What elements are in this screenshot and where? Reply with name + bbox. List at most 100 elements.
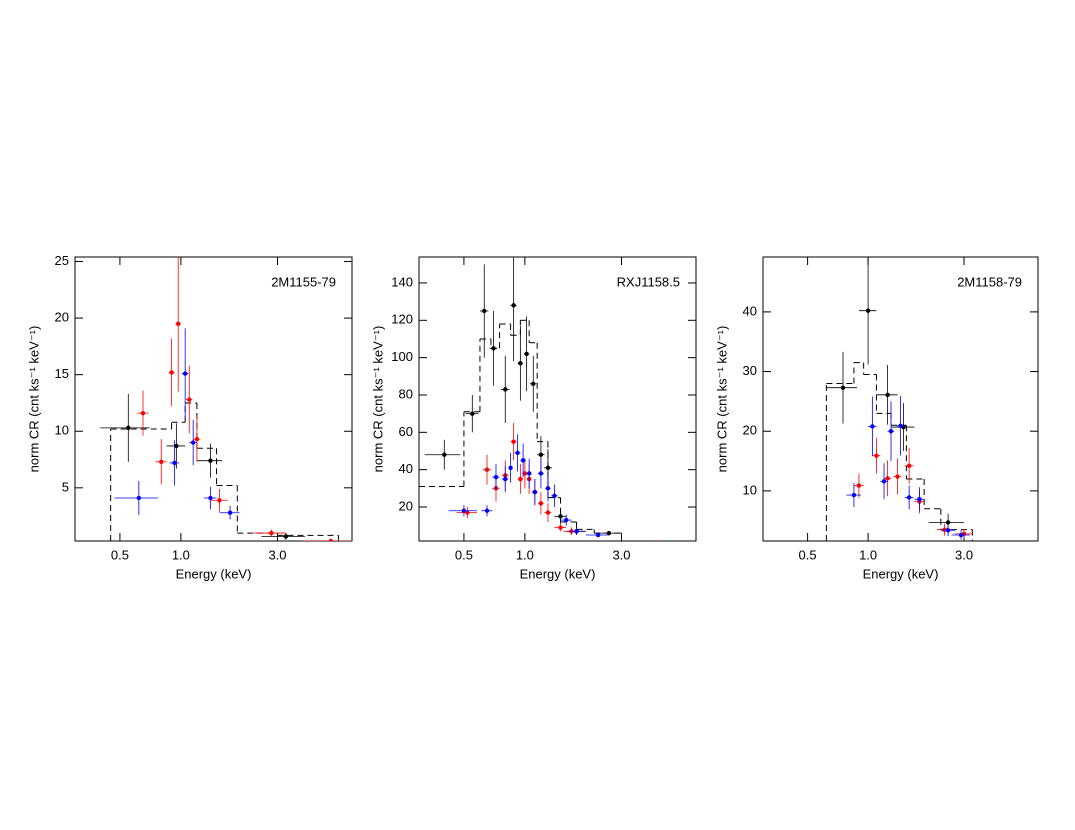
data-point [194, 436, 200, 442]
panel: 5 10 15 20 25 0.5 1.0 3.0 Energy (keV) norm CR (c… [26, 253, 353, 581]
data-point [655, 540, 659, 541]
data-point [942, 527, 947, 532]
data-point [945, 528, 951, 533]
plot-area [100, 257, 352, 541]
y-tick-label: 80 [399, 386, 413, 401]
data-point [503, 476, 508, 482]
y-tick-label: 40 [743, 303, 757, 318]
data-point [895, 474, 900, 479]
data-point [484, 467, 490, 472]
data-point [140, 410, 146, 416]
data-point [217, 498, 222, 503]
data-point [538, 452, 544, 457]
data-point [856, 483, 862, 488]
y-tick-label: 25 [55, 253, 69, 268]
y-tick-label: 120 [391, 312, 413, 327]
data-point [442, 452, 447, 457]
data-point [470, 411, 475, 416]
data-point [906, 463, 912, 469]
data-point [493, 474, 499, 480]
data-point [851, 492, 857, 498]
panel: 20 40 60 80 100 120 140 0.5 1.0 3.0 Energy (keV) no… [370, 256, 697, 581]
y-tick-label: 30 [743, 363, 757, 378]
plot-frame [418, 256, 697, 542]
data-point [532, 489, 538, 495]
data-point [465, 510, 470, 515]
x-axis-label: Energy (keV) [520, 566, 596, 581]
data-point [906, 495, 912, 500]
y-tick-label: 20 [55, 310, 69, 325]
data-point [328, 538, 333, 541]
data-point [187, 397, 192, 402]
data-point [227, 510, 233, 515]
x-tick-label: 3.0 [955, 547, 973, 562]
data-point [461, 508, 467, 513]
x-tick-label: 3.0 [612, 547, 630, 562]
y-tick-label: 100 [391, 349, 413, 364]
data-point [595, 532, 601, 538]
data-point [174, 443, 179, 449]
data-point [511, 439, 516, 444]
x-tick-label: 1.0 [516, 547, 534, 562]
data-point [208, 495, 213, 501]
data-point [840, 385, 846, 390]
x-tick-label: 0.5 [799, 547, 817, 562]
data-point [885, 392, 890, 398]
data-point [574, 529, 579, 534]
data-point [917, 497, 922, 502]
y-tick-label: 60 [399, 424, 413, 439]
data-point [865, 308, 871, 313]
data-point [870, 424, 875, 429]
data-point [545, 510, 551, 515]
data-point [552, 493, 557, 499]
panel-title: RXJ1158.5 [617, 274, 680, 289]
plot-area [825, 257, 973, 541]
y-tick-label: 40 [399, 461, 413, 476]
data-point [945, 520, 951, 525]
x-tick-label: 1.0 [172, 547, 190, 562]
y-axis-label: norm CR (cnt ks⁻¹ keV⁻¹) [714, 326, 729, 473]
x-axis-label: Energy (keV) [176, 566, 252, 581]
data-point [491, 346, 496, 351]
data-point [526, 471, 532, 476]
panel: 10 20 30 40 0.5 1.0 3.0 Energy (keV) norm CR (cn… [714, 256, 1039, 581]
data-point [182, 371, 188, 376]
data-point [482, 308, 487, 314]
y-tick-label: 20 [743, 423, 757, 438]
data-point [558, 525, 563, 530]
x-tick-label: 0.5 [455, 547, 473, 562]
plot-frame [762, 256, 1039, 542]
y-tick-label: 10 [743, 482, 757, 497]
data-point [190, 440, 196, 445]
data-point [518, 361, 523, 366]
data-point [169, 370, 174, 375]
data-point [159, 459, 164, 464]
data-point [545, 486, 551, 491]
y-axis-label: norm CR (cnt ks⁻¹ keV⁻¹) [370, 326, 385, 473]
data-point [538, 501, 544, 506]
plot-frame [74, 256, 353, 542]
y-tick-label: 140 [391, 274, 413, 289]
data-point [874, 453, 879, 458]
x-tick-label: 1.0 [859, 547, 877, 562]
x-tick-label: 3.0 [268, 547, 286, 562]
data-point [515, 450, 520, 456]
data-point [508, 465, 513, 471]
data-point [888, 429, 894, 434]
data-point [503, 387, 508, 392]
plot-area [419, 257, 659, 541]
y-tick-label: 15 [55, 366, 69, 381]
data-point [283, 534, 289, 539]
data-point [885, 476, 890, 481]
data-point [511, 303, 516, 308]
data-point [518, 476, 523, 482]
data-point [564, 517, 569, 523]
data-point [484, 508, 490, 513]
data-point [175, 321, 181, 326]
data-point [558, 514, 563, 519]
data-point [881, 479, 887, 484]
data-point [126, 425, 131, 431]
data-point [538, 471, 544, 476]
